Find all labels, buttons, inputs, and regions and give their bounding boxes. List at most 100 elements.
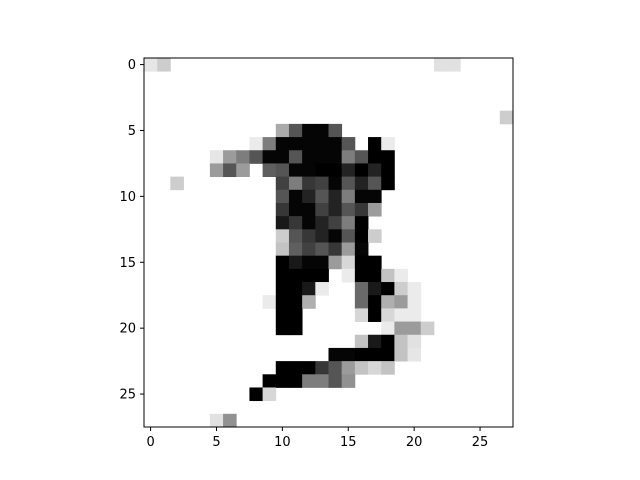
heatmap-cell [288, 282, 303, 296]
heatmap-cell [354, 347, 369, 362]
heatmap-cell [302, 163, 316, 178]
heatmap-cell [236, 150, 250, 164]
heatmap-cell [368, 295, 382, 309]
heatmap-cell [288, 189, 303, 204]
heatmap-cell [368, 202, 382, 217]
heatmap-cell [209, 150, 224, 164]
heatmap-cell [433, 58, 448, 72]
heatmap-cell [288, 242, 303, 257]
heatmap-cell [209, 163, 224, 178]
heatmap-cell [262, 387, 277, 402]
heatmap-cell [315, 150, 329, 164]
heatmap-cell [354, 268, 369, 283]
heatmap-cell [275, 268, 290, 283]
heatmap-cell [275, 321, 290, 336]
heatmap-cell [302, 268, 316, 283]
heatmap-cell [447, 58, 461, 72]
heatmap-cell [354, 202, 369, 217]
heatmap-cell [368, 163, 382, 178]
heatmap-cell [157, 58, 171, 72]
heatmap-cell [381, 268, 395, 283]
heatmap-cell [302, 202, 316, 217]
heatmap-cell [381, 150, 395, 164]
heatmap-cell [302, 255, 316, 270]
heatmap-cell [262, 137, 277, 151]
heatmap-cell [407, 321, 422, 336]
heatmap-cell [288, 321, 303, 336]
heatmap-cell [275, 189, 290, 204]
heatmap-cell [315, 374, 329, 388]
heatmap-cell [381, 361, 395, 375]
heatmap-cell [381, 295, 395, 309]
y-tick-label: 5 [128, 124, 136, 139]
heatmap-cell [354, 282, 369, 296]
heatmap-cell [328, 242, 343, 257]
heatmap-cell [354, 334, 369, 349]
heatmap-cell [288, 216, 303, 230]
heatmap-cell [341, 268, 356, 283]
heatmap-cell [354, 150, 369, 164]
heatmap-cell [394, 347, 408, 362]
heatmap-cell [302, 361, 316, 375]
heatmap-cell [407, 347, 422, 362]
heatmap-cell [223, 150, 237, 164]
heatmap-cell [407, 282, 422, 296]
heatmap-cell [315, 242, 329, 257]
heatmap-cell [288, 361, 303, 375]
heatmap-cell [288, 163, 303, 178]
heatmap-cell [341, 347, 356, 362]
plot-area [143, 57, 514, 428]
heatmap-cell [288, 374, 303, 388]
heatmap-cell [275, 202, 290, 217]
heatmap-cell [262, 150, 277, 164]
heatmap-cell [328, 189, 343, 204]
heatmap-cell [368, 189, 382, 204]
x-tick-label: 20 [406, 435, 423, 450]
heatmap-cell [394, 308, 408, 322]
heatmap-cell [381, 347, 395, 362]
heatmap-cell [288, 202, 303, 217]
heatmap-cell [368, 334, 382, 349]
heatmap-cell [341, 255, 356, 270]
y-axis: 0 5 10 15 20 25 [119, 58, 144, 403]
heatmap-cell [354, 163, 369, 178]
heatmap-cell [302, 216, 316, 230]
heatmap-cell [368, 176, 382, 191]
heatmap-cell [341, 216, 356, 230]
heatmap-cell [341, 229, 356, 243]
heatmap-cell [354, 242, 369, 257]
heatmap-cell [420, 321, 435, 336]
heatmap-cell [275, 255, 290, 270]
heatmap-cell [368, 361, 382, 375]
heatmap-cell [368, 229, 382, 243]
heatmap-cell [315, 361, 329, 375]
heatmap-cell [381, 308, 395, 322]
heatmap-cell [368, 137, 382, 151]
heatmap-cell [262, 163, 277, 178]
heatmap-cell [144, 58, 158, 72]
heatmap-cell [288, 123, 303, 138]
heatmap-cell [262, 374, 277, 388]
heatmap-cell [249, 387, 264, 402]
heatmap-cell [302, 137, 316, 151]
y-tick-label: 20 [119, 322, 136, 337]
heatmap-cell [288, 176, 303, 191]
heatmap-cell [354, 308, 369, 322]
x-tick-label: 5 [212, 435, 220, 450]
heatmap-cell [275, 176, 290, 191]
heatmap-cell [302, 242, 316, 257]
heatmap-cell [249, 137, 264, 151]
heatmap-cell [288, 137, 303, 151]
heatmap-cell [328, 123, 343, 138]
heatmap-cell [315, 137, 329, 151]
heatmap-cell [368, 308, 382, 322]
heatmap-cell [328, 150, 343, 164]
heatmap-cell [275, 295, 290, 309]
heatmap-cell [394, 282, 408, 296]
heatmap-cell [302, 282, 316, 296]
heatmap-cell [328, 255, 343, 270]
heatmap-cell [328, 176, 343, 191]
heatmap-cell [341, 137, 356, 151]
heatmap-cell [341, 189, 356, 204]
